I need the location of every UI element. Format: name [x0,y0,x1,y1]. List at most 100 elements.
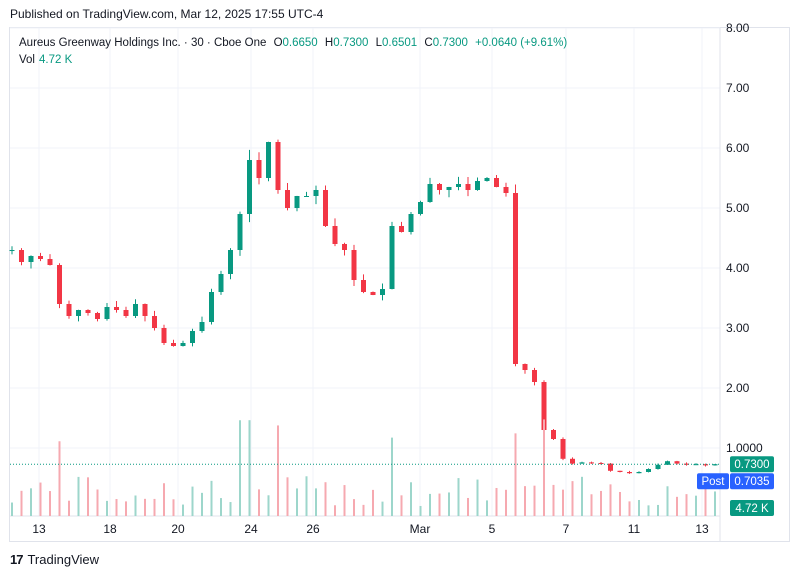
volume-bar [704,488,707,516]
candle-body [465,184,471,190]
x-tick-label: 13 [695,522,709,536]
candle-body [114,307,119,310]
candle-body [399,226,404,232]
candle-body [275,142,281,190]
candle-body [28,256,34,262]
legend-symbol: Aureus Greenway Holdings Inc. · 30 · Cbo… [19,37,267,49]
volume-bar [172,499,175,516]
volume-bar [182,504,184,516]
candle-body [66,304,72,316]
volume-bar [49,491,51,516]
volume-bar [657,504,659,516]
candle-body [152,316,157,328]
volume-bar [343,485,346,516]
candle-body [636,472,642,474]
candle-body [142,304,148,316]
volume-bar [524,486,526,516]
tradingview-logo[interactable]: 17 TradingView [10,552,99,567]
volume-bar [685,494,688,516]
legend-high-value: 0.7300 [333,37,369,49]
volume-bar [39,482,42,516]
volume-bar [372,489,374,516]
volume-bar [571,481,574,516]
legend-close-label: C [424,37,433,49]
candle-body [617,470,623,472]
candle-body [655,464,661,469]
volume-bar [191,486,194,516]
volume-bar [533,485,536,516]
volume-bar [267,495,270,516]
post-price-value: 0.7035 [734,476,769,488]
x-tick-label: 24 [244,522,258,536]
volume-bar [609,484,612,516]
volume-badge-value: 4.72 K [735,503,769,515]
candle-body [570,458,575,464]
volume-bar [134,495,137,516]
candle-body [408,214,414,232]
candle-body [361,280,366,292]
legend-volume-value: 4.72 K [39,54,73,66]
volume-bar [676,496,678,516]
volume-bar [695,495,697,516]
candle-body [712,464,718,466]
candle-body [703,464,708,466]
post-price-badge [730,473,774,490]
candle-body [646,469,651,472]
candle-body [85,310,91,313]
x-tick-label: 5 [489,522,496,536]
candle-body [104,307,110,319]
candle-body [266,142,271,178]
volume-bar [400,495,403,516]
candle-body [332,226,338,244]
candle-body [218,274,224,292]
candle-body [323,190,328,226]
volume-bar [96,489,99,516]
volume-bar [248,420,251,516]
volume-bar [381,501,384,516]
candle-body [674,461,680,464]
candle-body [190,331,195,343]
volume-bar [277,425,279,516]
x-tick-label: 11 [628,522,641,536]
candle-body [38,256,43,259]
candle-body [541,382,547,430]
volume-bar [258,489,260,516]
candle-body [199,322,205,331]
volume-bar [628,501,631,516]
legend-close-value: 0.7300 [432,37,468,49]
volume-bar [201,492,203,516]
volume-bar [476,479,479,516]
candle-body [684,463,689,465]
volume-bar [391,437,393,516]
volume-bar [495,487,498,516]
volume-bar [714,491,716,516]
candle-body [228,250,233,274]
candle-body [9,250,15,251]
volume-bar [77,476,80,516]
candle-body [304,196,309,197]
legend-open-label: O [273,37,283,49]
candle-body [313,190,319,196]
candle-body [484,178,490,181]
candle-body [180,343,186,346]
x-tick-label: 18 [103,522,117,536]
candle-body [380,289,385,295]
volume-bar [543,419,545,516]
volume-bar [448,492,450,516]
candle-body [76,310,81,316]
candle-body [494,178,499,187]
volume-bar [647,505,650,516]
y-tick-label: 7.00 [726,81,750,95]
y-tick-label: 3.00 [726,321,750,335]
volume-bar [581,476,583,516]
candle-body [285,190,290,208]
volume-bar [514,433,517,516]
candle-body [437,184,442,190]
volume-bar [220,498,222,516]
volume-bar [68,500,70,516]
y-tick-label: 4.00 [726,261,750,275]
candle-body [351,250,357,280]
candle-body [95,313,100,319]
volume-bar [324,482,327,516]
